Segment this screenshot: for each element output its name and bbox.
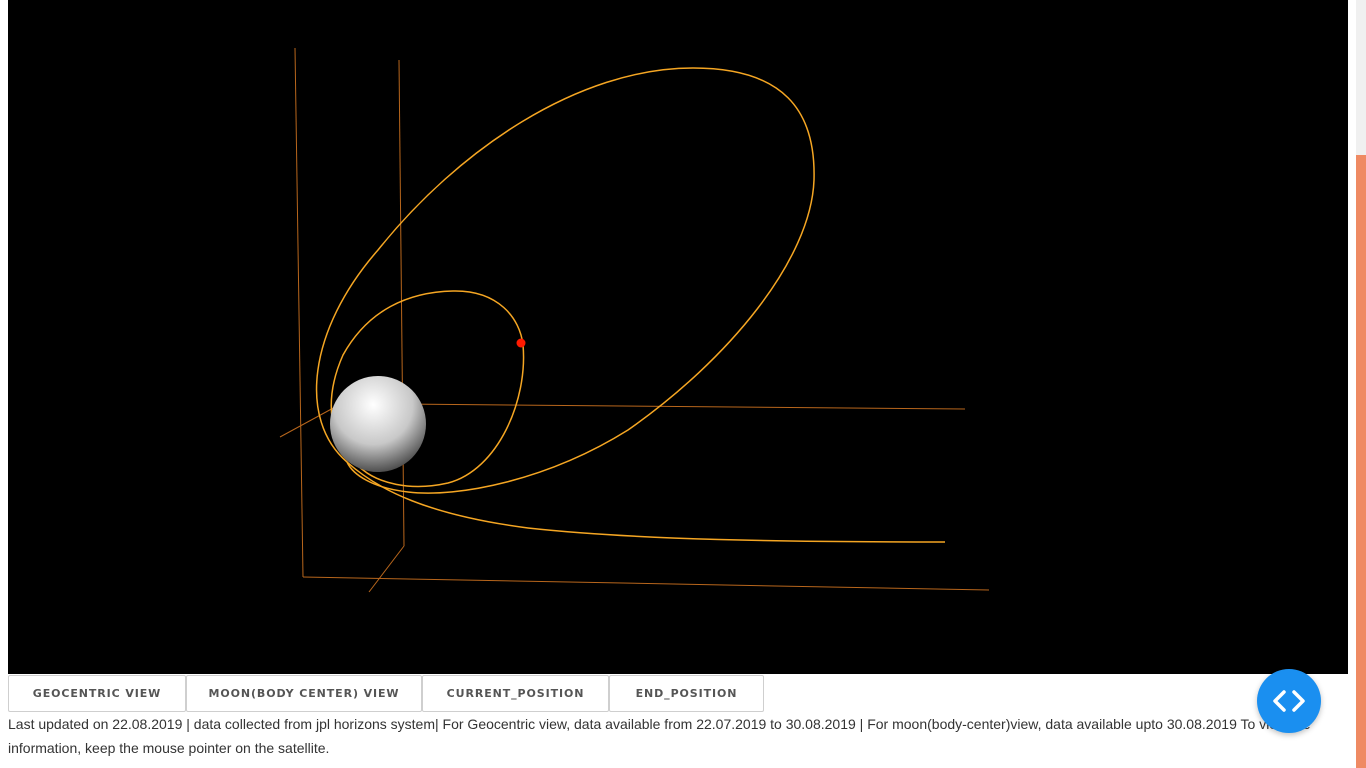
trajectory-tail [346,461,946,543]
geocentric-view-button[interactable]: GEOCENTRIC VIEW [8,675,186,712]
axis-line [294,47,304,578]
orbit-paths [315,67,946,543]
moon-sphere [330,376,426,472]
moon-view-button[interactable]: MOON(BODY CENTER) VIEW [186,675,422,712]
orbit-3d-viewport[interactable] [8,0,1348,674]
orbit-small [330,290,525,488]
code-toggle-icon [1273,690,1305,712]
orbit-scene[interactable] [8,0,1348,674]
view-button-row: GEOCENTRIC VIEW MOON(BODY CENTER) VIEW C… [8,675,764,712]
orbit-large [315,67,815,494]
axis-line [302,576,990,591]
scrollbar-thumb[interactable] [1356,155,1366,768]
end-position-button[interactable]: END_POSITION [609,675,764,712]
axis-line [398,59,405,547]
satellite-marker[interactable] [516,338,526,348]
info-text: Last updated on 22.08.2019 | data collec… [8,716,1311,756]
axis-line [368,545,405,593]
current-position-button[interactable]: CURRENT_POSITION [422,675,609,712]
axis-lines [279,47,990,593]
code-toggle-button[interactable] [1257,669,1321,733]
axis-line [399,403,966,410]
